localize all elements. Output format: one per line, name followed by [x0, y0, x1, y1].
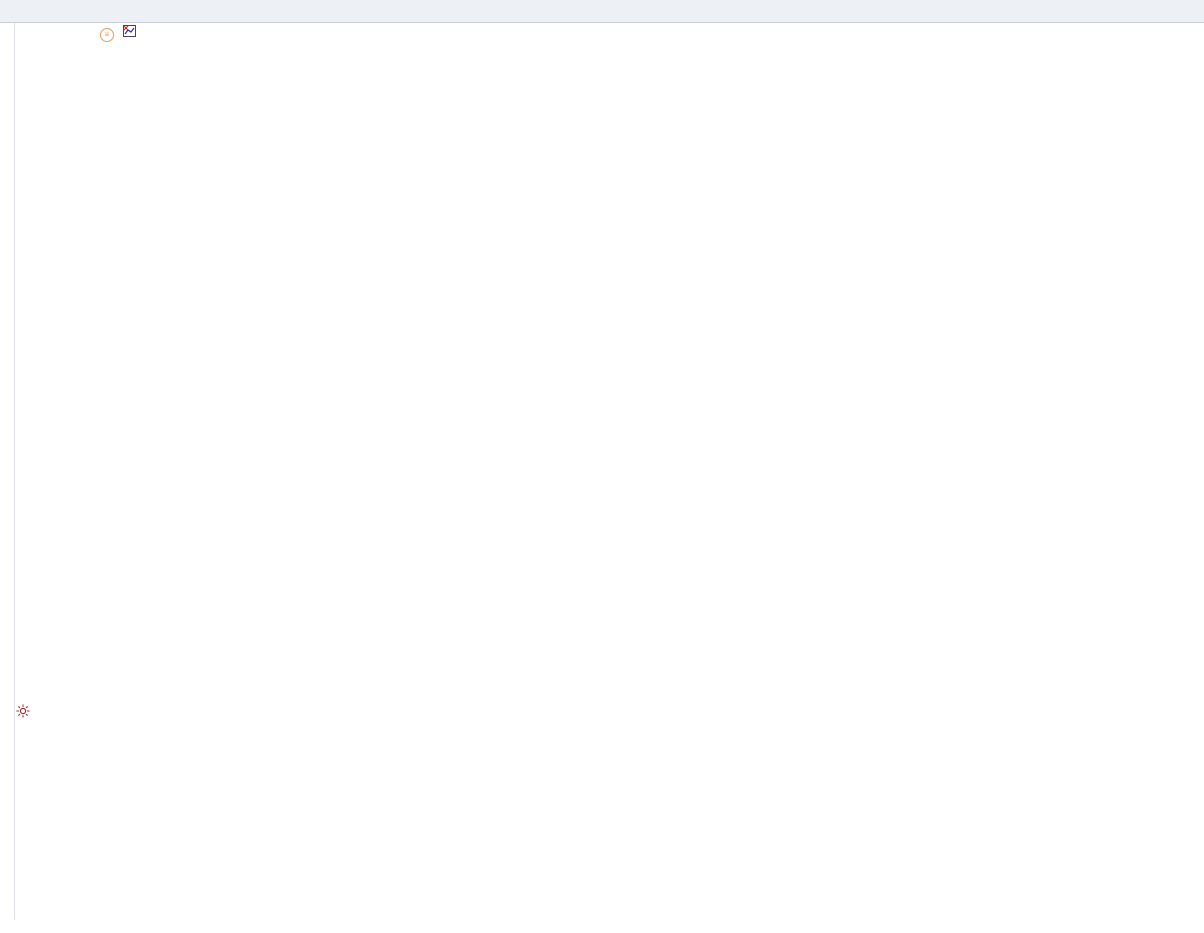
indicator-settings-icon[interactable]: ≡	[100, 28, 114, 42]
ma-indicator-icon[interactable]	[123, 25, 137, 40]
main-chart-header: ≡	[88, 24, 172, 42]
top-toolbar	[0, 0, 1204, 23]
macd-header	[88, 703, 112, 717]
sidebar-divider	[14, 22, 15, 920]
macd-settings-icon[interactable]	[16, 704, 30, 723]
